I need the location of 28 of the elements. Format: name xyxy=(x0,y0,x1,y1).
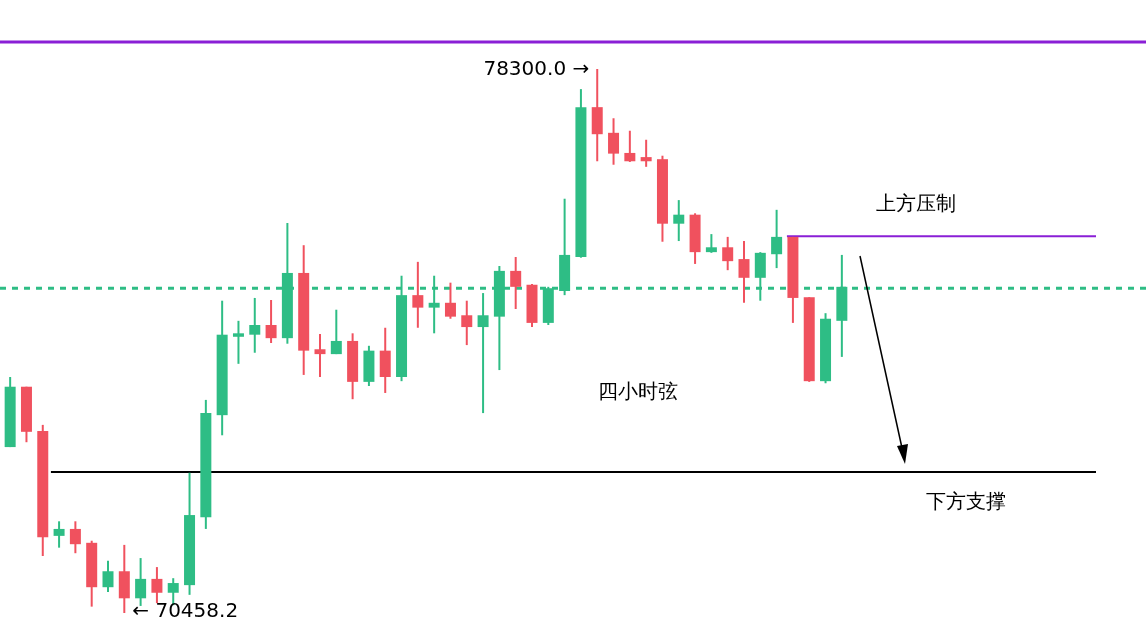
candlestick xyxy=(608,117,620,166)
candlestick xyxy=(69,520,81,555)
candlestick xyxy=(330,308,342,356)
candlestick xyxy=(510,256,522,311)
candlestick xyxy=(265,299,277,345)
candlestick xyxy=(314,333,326,379)
candlestick xyxy=(673,199,685,243)
candlestick xyxy=(705,233,717,254)
candlestick xyxy=(232,319,244,365)
candlestick xyxy=(624,129,636,163)
candlestick xyxy=(249,296,261,354)
ref-line-label: 上方压制 xyxy=(876,191,956,216)
candlestick xyxy=(640,138,652,168)
candlestick xyxy=(135,557,147,607)
candlestick xyxy=(444,281,456,320)
candlestick xyxy=(412,260,424,329)
candlestick xyxy=(461,299,473,347)
candlestick xyxy=(477,292,489,415)
annotation: 78300.0 → xyxy=(483,56,590,81)
candlestick xyxy=(53,520,65,549)
annotation: 四小时弦 xyxy=(598,379,678,404)
candlestick xyxy=(722,235,734,272)
ref-line-label: 下方支撑 xyxy=(926,489,1006,514)
candlestick xyxy=(151,566,163,605)
candlestick xyxy=(771,208,783,270)
candlestick xyxy=(102,559,114,594)
candlestick xyxy=(738,240,750,304)
annotation: ← 70458.2 xyxy=(132,598,239,623)
